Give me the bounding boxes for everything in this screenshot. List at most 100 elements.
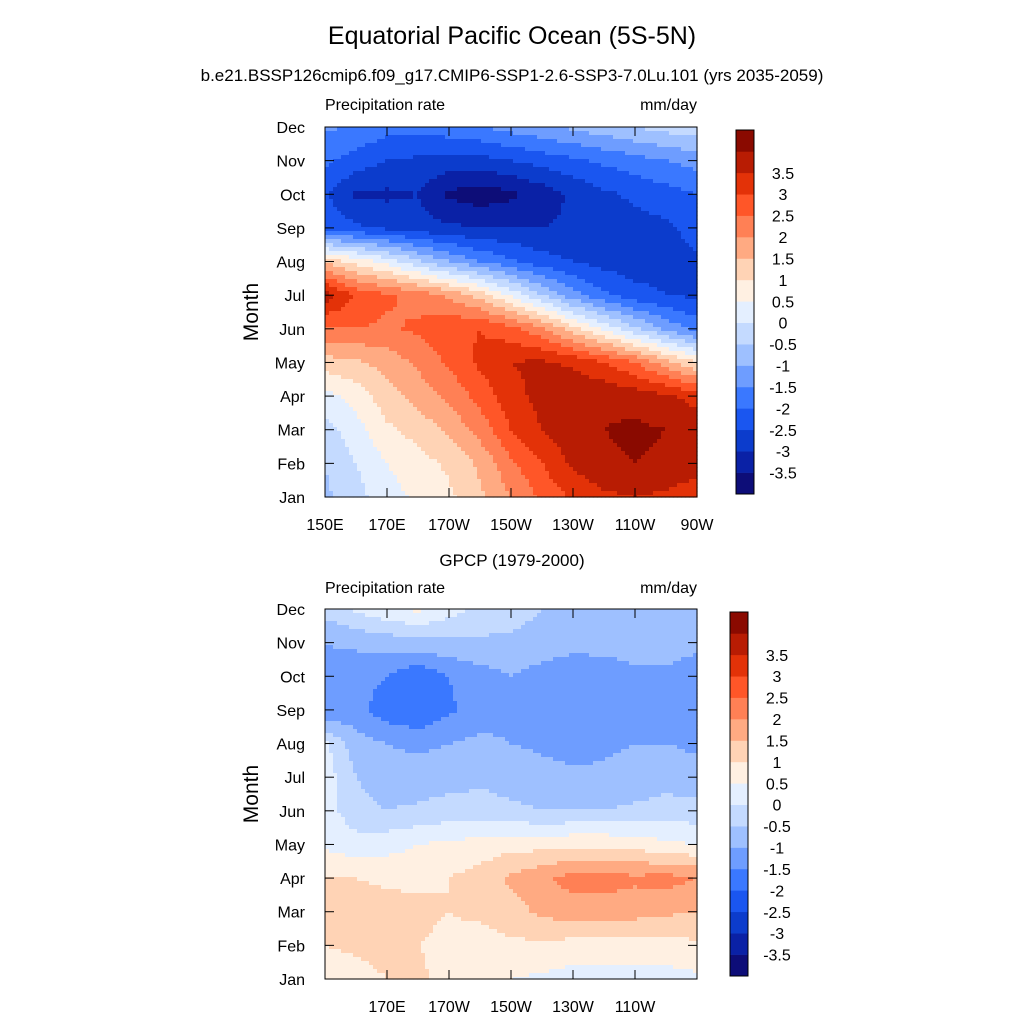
- field-cell: [545, 195, 550, 200]
- field-cell: [577, 263, 582, 268]
- field-cell: [661, 311, 666, 316]
- field-cell: [509, 147, 514, 152]
- field-cell: [397, 307, 402, 312]
- field-cell: [349, 291, 354, 296]
- field-cell: [541, 267, 546, 272]
- field-cell: [497, 295, 502, 300]
- field-cell: [585, 279, 590, 284]
- field-cell: [541, 295, 546, 300]
- field-cell: [437, 307, 442, 312]
- field-cell: [669, 327, 674, 332]
- field-cell: [393, 335, 398, 340]
- field-cell: [429, 335, 434, 340]
- field-cell: [601, 331, 606, 336]
- field-cell: [589, 247, 594, 252]
- field-cell: [401, 163, 406, 168]
- field-cell: [369, 263, 374, 268]
- field-cell: [525, 183, 530, 188]
- field-cell: [405, 247, 410, 252]
- field-cell: [521, 131, 526, 136]
- field-cell: [625, 223, 630, 228]
- field-cell: [473, 207, 478, 212]
- field-cell: [421, 291, 426, 296]
- field-cell: [537, 219, 542, 224]
- field-cell: [393, 267, 398, 272]
- field-cell: [433, 243, 438, 248]
- field-cell: [433, 151, 438, 156]
- field-cell: [449, 227, 454, 232]
- field-cell: [573, 203, 578, 208]
- field-cell: [517, 199, 522, 204]
- field-cell: [333, 131, 338, 136]
- field-cell: [653, 307, 658, 312]
- field-cell: [673, 263, 678, 268]
- field-cell: [585, 231, 590, 236]
- field-cell: [489, 311, 494, 316]
- field-cell: [545, 227, 550, 232]
- field-cell: [613, 203, 618, 208]
- field-cell: [413, 183, 418, 188]
- field-cell: [673, 271, 678, 276]
- field-cell: [593, 315, 598, 320]
- field-cell: [405, 171, 410, 176]
- field-cell: [585, 259, 590, 264]
- field-cell: [633, 291, 638, 296]
- field-cell: [341, 215, 346, 220]
- field-cell: [581, 315, 586, 320]
- field-cell: [649, 323, 654, 328]
- field-cell: [613, 199, 618, 204]
- field-cell: [473, 295, 478, 300]
- field-cell: [565, 183, 570, 188]
- field-cell: [361, 315, 366, 320]
- field-cell: [685, 247, 690, 252]
- field-cell: [413, 175, 418, 180]
- field-cell: [617, 251, 622, 256]
- field-cell: [597, 259, 602, 264]
- field-cell: [673, 187, 678, 192]
- field-cell: [577, 235, 582, 240]
- field-cell: [473, 279, 478, 284]
- field-cell: [333, 339, 338, 344]
- field-cell: [473, 163, 478, 168]
- field-cell: [669, 139, 674, 144]
- field-cell: [469, 159, 474, 164]
- field-cell: [377, 135, 382, 140]
- field-cell: [549, 219, 554, 224]
- field-cell: [461, 275, 466, 280]
- field-cell: [389, 147, 394, 152]
- field-cell: [677, 183, 682, 188]
- field-cell: [693, 307, 698, 312]
- field-cell: [365, 131, 370, 136]
- field-cell: [417, 183, 422, 188]
- field-cell: [337, 195, 342, 200]
- field-cell: [689, 143, 694, 148]
- field-cell: [529, 135, 534, 140]
- field-cell: [505, 287, 510, 292]
- field-cell: [545, 287, 550, 292]
- field-cell: [537, 263, 542, 268]
- field-cell: [481, 175, 486, 180]
- field-cell: [429, 287, 434, 292]
- field-cell: [513, 135, 518, 140]
- field-cell: [477, 279, 482, 284]
- field-cell: [429, 327, 434, 332]
- field-cell: [529, 259, 534, 264]
- field-cell: [589, 315, 594, 320]
- field-cell: [685, 195, 690, 200]
- field-cell: [529, 171, 534, 176]
- field-cell: [569, 207, 574, 212]
- field-cell: [553, 159, 558, 164]
- field-cell: [501, 291, 506, 296]
- field-cell: [633, 199, 638, 204]
- field-cell: [469, 135, 474, 140]
- field-cell: [349, 315, 354, 320]
- field-cell: [581, 127, 586, 132]
- field-cell: [541, 331, 546, 336]
- field-cell: [429, 151, 434, 156]
- field-cell: [665, 131, 670, 136]
- field-cell: [665, 231, 670, 236]
- field-cell: [605, 179, 610, 184]
- field-cell: [457, 267, 462, 272]
- field-cell: [381, 183, 386, 188]
- field-cell: [673, 131, 678, 136]
